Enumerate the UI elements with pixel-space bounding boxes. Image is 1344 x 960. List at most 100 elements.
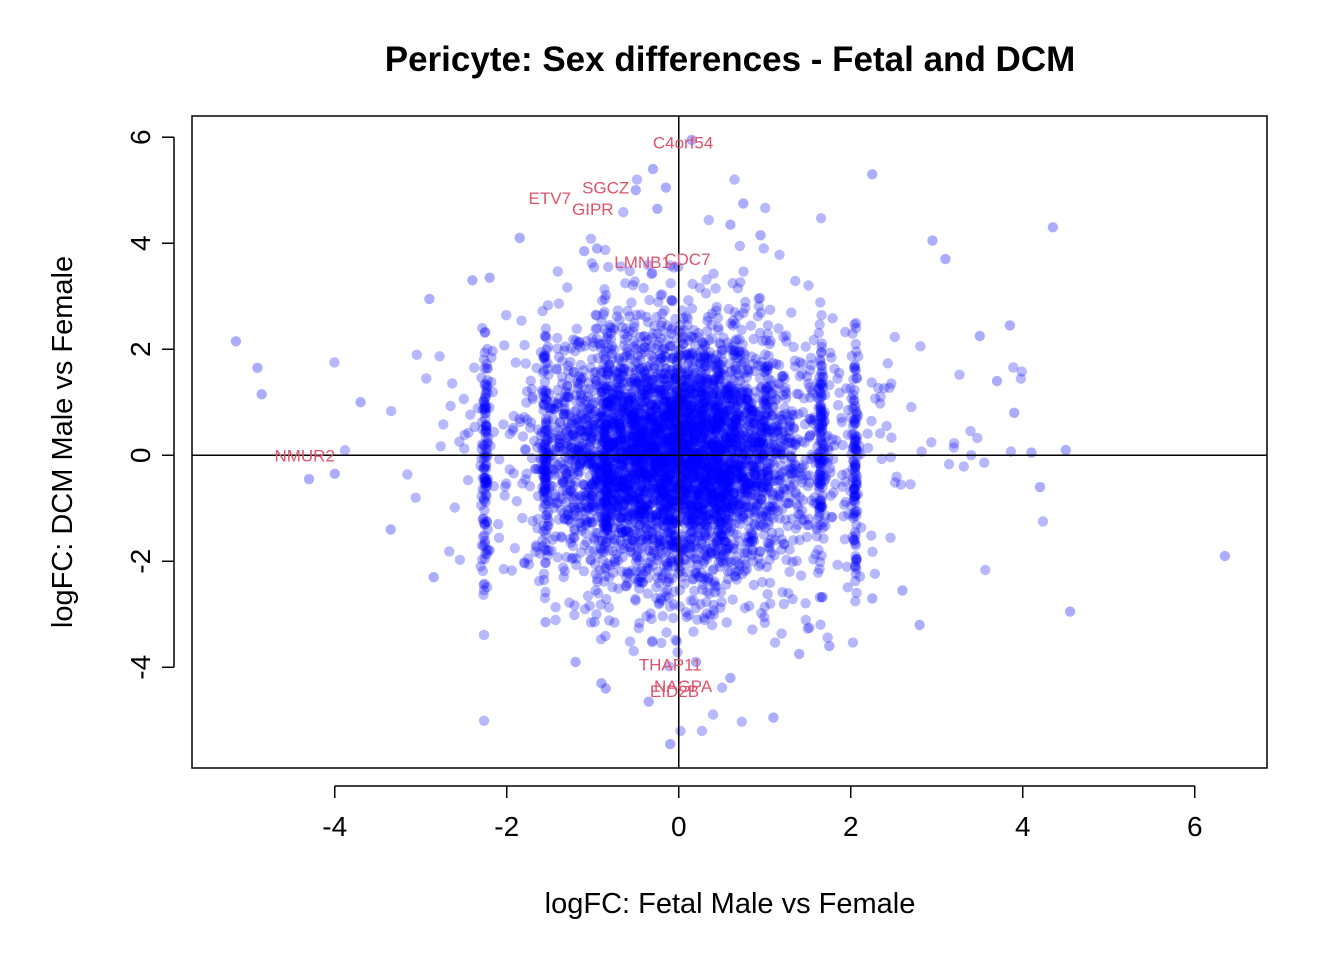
- data-point: [598, 516, 609, 528]
- data-point: [672, 395, 683, 407]
- data-point: [683, 377, 694, 388]
- data-point: [831, 435, 842, 446]
- data-point: [906, 401, 917, 413]
- data-point: [674, 601, 686, 612]
- data-point: [545, 404, 556, 416]
- data-point: [640, 409, 651, 420]
- data-point: [784, 491, 796, 503]
- data-point: [589, 451, 601, 462]
- data-point: [851, 563, 862, 574]
- data-point: [598, 338, 609, 349]
- data-point: [748, 417, 759, 428]
- data-point: [652, 328, 663, 340]
- data-point: [740, 485, 751, 496]
- data-point: [540, 492, 551, 503]
- data-point: [644, 413, 655, 424]
- data-point: [526, 383, 537, 395]
- data-point: [640, 501, 651, 513]
- data-point: [649, 426, 660, 438]
- data-point: [737, 472, 748, 483]
- data-point: [781, 554, 792, 565]
- data-point: [739, 554, 750, 565]
- data-point: [480, 477, 491, 488]
- data-point: [763, 519, 774, 530]
- data-point: [749, 511, 760, 522]
- data-point: [635, 572, 646, 583]
- data-point: [789, 361, 801, 372]
- data-point: [509, 543, 521, 554]
- data-point: [552, 398, 563, 409]
- data-point: [733, 446, 745, 457]
- data-point: [757, 422, 768, 433]
- data-point: [615, 512, 626, 523]
- data-point: [713, 493, 725, 505]
- data-point: [659, 586, 671, 598]
- data-point: [663, 470, 674, 481]
- data-point: [816, 431, 827, 443]
- data-point: [708, 490, 719, 502]
- data-point: [469, 421, 480, 433]
- data-point: [636, 498, 647, 509]
- data-point: [739, 473, 751, 485]
- data-point: [701, 393, 712, 404]
- data-point: [845, 383, 856, 394]
- data-point: [560, 443, 571, 454]
- data-point: [601, 381, 612, 392]
- data-point: [633, 468, 644, 479]
- data-point: [817, 377, 828, 388]
- data-point: [605, 487, 616, 498]
- data-point: [550, 614, 561, 626]
- data-point: [615, 459, 626, 470]
- data-point: [838, 511, 849, 522]
- data-point: [573, 337, 585, 348]
- data-point: [601, 536, 612, 548]
- data-point: [625, 376, 637, 388]
- data-point: [675, 439, 686, 450]
- data-point: [759, 612, 770, 623]
- data-point: [699, 350, 711, 362]
- data-point: [700, 384, 711, 395]
- data-point: [608, 437, 619, 449]
- data-point: [542, 434, 553, 445]
- data-point: [666, 553, 677, 564]
- data-point: [623, 494, 635, 505]
- data-point: [599, 284, 610, 295]
- data-point: [562, 381, 573, 392]
- data-point: [576, 441, 587, 452]
- data-point: [702, 461, 713, 472]
- data-point: [695, 474, 706, 485]
- data-point: [598, 522, 609, 533]
- data-point: [652, 458, 663, 469]
- data-point: [580, 487, 591, 498]
- data-point: [720, 512, 731, 524]
- data-point: [683, 335, 694, 346]
- data-point: [812, 392, 823, 403]
- data-point: [702, 434, 713, 445]
- data-point: [708, 498, 719, 509]
- data-point: [438, 419, 449, 430]
- data-point: [754, 546, 765, 557]
- data-point: [572, 383, 583, 394]
- data-point: [849, 394, 860, 406]
- data-point: [618, 433, 630, 444]
- data-point: [776, 534, 787, 545]
- data-point: [435, 441, 446, 452]
- data-point: [716, 546, 728, 557]
- data-point: [693, 375, 704, 386]
- data-point: [666, 496, 677, 507]
- data-point: [755, 493, 766, 505]
- data-point: [714, 472, 725, 484]
- data-point: [711, 426, 722, 438]
- data-point: [626, 362, 638, 373]
- data-point: [696, 464, 707, 475]
- data-point: [652, 463, 663, 474]
- data-point: [684, 458, 695, 470]
- data-point: [690, 416, 701, 428]
- data-point: [849, 491, 860, 502]
- data-point: [816, 338, 828, 349]
- data-point: [612, 509, 623, 520]
- data-point: [752, 491, 763, 502]
- data-point: [695, 427, 706, 439]
- data-point: [607, 480, 618, 491]
- data-point: [753, 409, 764, 421]
